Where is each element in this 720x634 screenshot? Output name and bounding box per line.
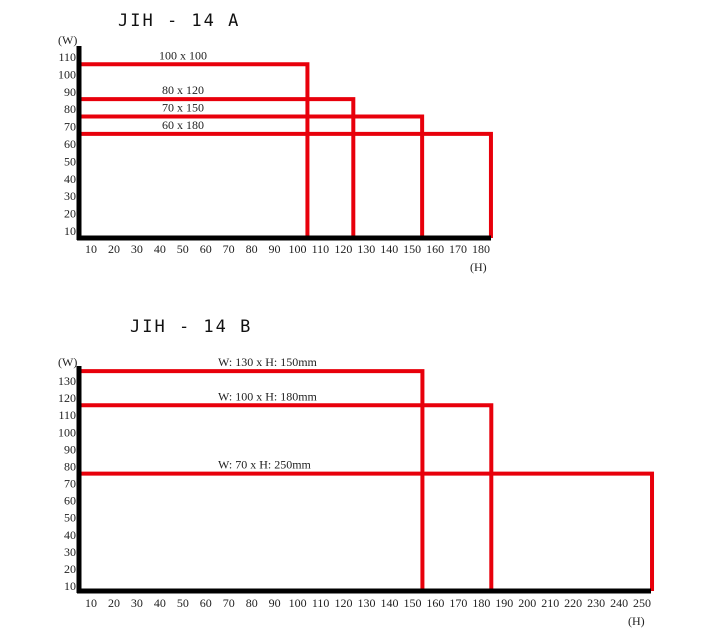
x-tick-label: 30 (131, 242, 143, 256)
y-tick-label: 30 (64, 545, 76, 559)
y-tick-label: 50 (64, 154, 76, 168)
series-label: W: 100 x H: 180mm (218, 389, 318, 403)
series-outline (79, 369, 425, 591)
x-tick-label: 90 (269, 596, 281, 610)
chart-b-ylabel: (W) (58, 355, 77, 369)
y-tick-label: 100 (58, 67, 76, 81)
x-tick-label: 180 (472, 242, 490, 256)
x-tick-label: 10 (85, 242, 97, 256)
y-tick-label: 130 (58, 374, 76, 388)
x-tick-label: 160 (426, 596, 444, 610)
x-tick-label: 70 (223, 242, 235, 256)
y-tick-label: 60 (64, 137, 76, 151)
x-tick-label: 140 (380, 596, 398, 610)
x-tick-label: 120 (334, 242, 352, 256)
x-tick-label: 80 (246, 596, 258, 610)
y-tick-label: 110 (58, 50, 76, 64)
x-tick-label: 40 (154, 242, 166, 256)
x-tick-label: 230 (587, 596, 605, 610)
series-outline (79, 403, 494, 591)
series-outline (79, 114, 425, 238)
x-tick-label: 150 (403, 242, 421, 256)
x-tick-label: 60 (200, 596, 212, 610)
y-tick-label: 10 (64, 579, 76, 593)
chart-a-xlabel: (H) (470, 260, 487, 274)
x-tick-label: 110 (312, 596, 330, 610)
x-tick-label: 200 (518, 596, 536, 610)
chart-a-ylabel: (W) (58, 33, 77, 47)
x-tick-label: 60 (200, 242, 212, 256)
x-tick-label: 100 (289, 596, 307, 610)
chart-a: 10 20 30 40 50 60 70 80 90 100 110 10 20 30 40 50 60 70 80… (58, 46, 493, 256)
x-tick-label: 240 (610, 596, 628, 610)
y-tick-label: 70 (64, 120, 76, 134)
x-tick-label: 160 (426, 242, 444, 256)
y-tick-label: 40 (64, 172, 76, 186)
x-tick-label: 80 (246, 242, 258, 256)
x-tick-label: 140 (380, 242, 398, 256)
x-tick-label: 250 (633, 596, 651, 610)
x-tick-label: 150 (403, 596, 421, 610)
chart-b-title: JIH - 14 B (130, 317, 252, 337)
x-tick-label: 30 (131, 596, 143, 610)
chart-b: 10 20 30 40 50 60 70 80 90 100 110 120 130 10 20 30 40 50… (58, 355, 655, 610)
x-tick-label: 50 (177, 596, 189, 610)
series-label: W: 130 x H: 150mm (218, 355, 318, 369)
y-tick-label: 20 (64, 562, 76, 576)
x-tick-label: 20 (108, 596, 120, 610)
x-tick-label: 90 (269, 242, 281, 256)
series-label: 60 x 180 (162, 118, 204, 132)
x-tick-label: 110 (312, 242, 330, 256)
y-tick-label: 70 (64, 477, 76, 491)
x-tick-label: 70 (223, 596, 235, 610)
y-tick-label: 60 (64, 494, 76, 508)
y-tick-label: 90 (64, 442, 76, 456)
x-tick-label: 210 (541, 596, 559, 610)
y-tick-label: 80 (64, 102, 76, 116)
x-tick-label: 50 (177, 242, 189, 256)
y-tick-label: 30 (64, 189, 76, 203)
y-tick-label: 40 (64, 528, 76, 542)
x-tick-label: 120 (335, 596, 353, 610)
y-tick-label: 120 (58, 391, 76, 405)
y-tick-label: 10 (64, 224, 76, 238)
chart-a-title: JIH - 14 A (118, 11, 240, 31)
y-tick-label: 80 (64, 459, 76, 473)
series-label: 100 x 100 (159, 48, 207, 62)
series-outline (79, 471, 655, 591)
x-tick-label: 190 (495, 596, 513, 610)
x-tick-label: 170 (449, 596, 467, 610)
y-tick-label: 90 (64, 85, 76, 99)
series-outline (79, 62, 310, 238)
x-tick-label: 220 (564, 596, 582, 610)
x-tick-label: 20 (108, 242, 120, 256)
x-tick-label: 40 (154, 596, 166, 610)
y-tick-label: 20 (64, 207, 76, 221)
x-tick-label: 170 (449, 242, 467, 256)
x-tick-label: 180 (472, 596, 490, 610)
series-outline (79, 131, 493, 238)
y-tick-label: 110 (58, 408, 76, 422)
series-outline (79, 97, 356, 238)
series-label: 80 x 120 (162, 83, 204, 97)
x-tick-label: 130 (358, 596, 376, 610)
x-tick-label: 100 (288, 242, 306, 256)
x-tick-label: 10 (85, 596, 97, 610)
series-label: W: 70 x H: 250mm (218, 458, 312, 472)
series-label: 70 x 150 (162, 101, 204, 115)
y-tick-label: 100 (58, 425, 76, 439)
y-tick-label: 50 (64, 511, 76, 525)
chart-b-xlabel: (H) (628, 614, 645, 628)
x-tick-label: 130 (357, 242, 375, 256)
